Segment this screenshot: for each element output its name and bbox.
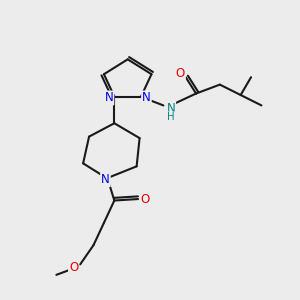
Text: H: H [167, 112, 175, 122]
Text: N: N [167, 102, 175, 115]
Text: N: N [105, 92, 113, 104]
Text: O: O [176, 67, 185, 80]
Text: N: N [142, 92, 151, 104]
Text: O: O [69, 261, 78, 274]
Text: N: N [101, 173, 110, 186]
Text: O: O [140, 193, 149, 206]
